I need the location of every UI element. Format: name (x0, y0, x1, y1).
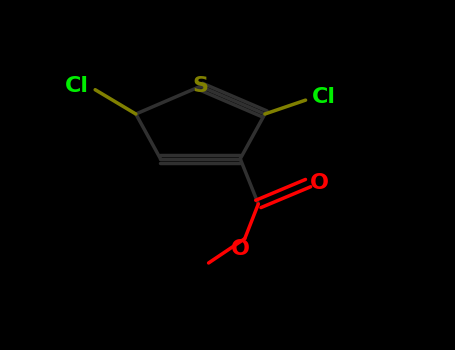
Text: O: O (231, 239, 250, 259)
Text: Cl: Cl (65, 76, 89, 96)
Text: S: S (192, 76, 208, 96)
Text: Cl: Cl (312, 87, 336, 107)
Text: O: O (310, 173, 329, 193)
